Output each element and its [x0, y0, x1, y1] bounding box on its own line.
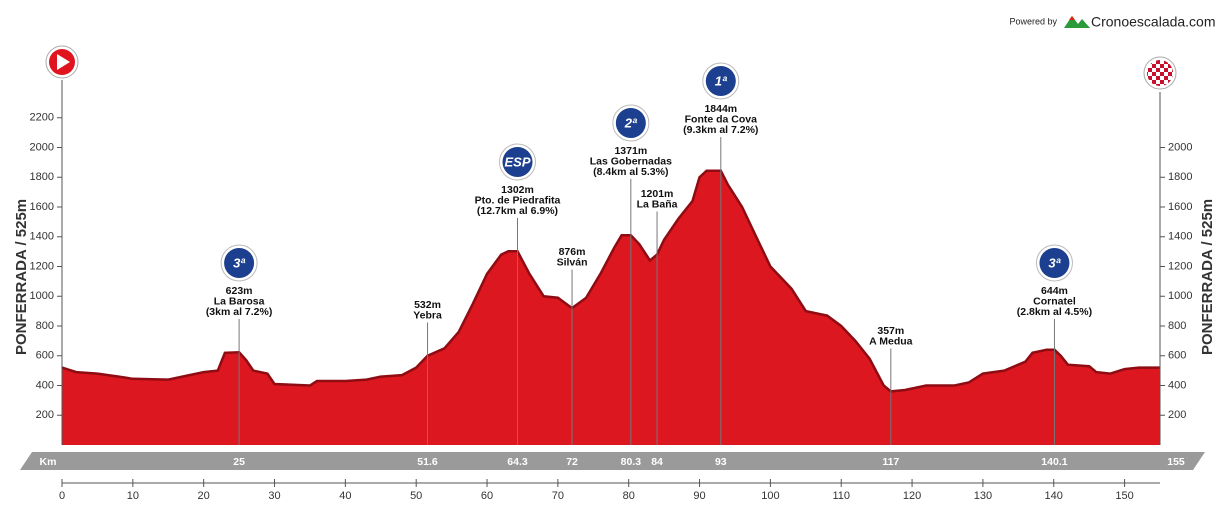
- badge: [224, 248, 255, 278]
- annotation-text: 1302m: [501, 184, 534, 196]
- source-logo: [1064, 16, 1090, 28]
- y2-tick-label: 1200: [1168, 260, 1192, 272]
- source-logo-peak: [1069, 16, 1075, 20]
- annotation-text: La Baña: [637, 198, 678, 210]
- annotation-text: A Medua: [869, 335, 913, 347]
- source-label: Powered by: [1009, 16, 1057, 26]
- x-tick-label: 50: [410, 490, 422, 502]
- km-label: 72: [566, 456, 578, 468]
- annotation-text: Las Gobernadas: [590, 155, 672, 167]
- x-tick-label: 110: [832, 490, 850, 502]
- y2-axis-label: PONFERRADA / 525m: [1199, 199, 1216, 355]
- x-tick-label: 40: [339, 490, 351, 502]
- annotation-text: 876m: [559, 246, 586, 258]
- km-band-label: Km: [40, 456, 57, 468]
- x-tick-label: 150: [1115, 490, 1133, 502]
- annotation-text: 532m: [414, 299, 441, 311]
- y2-tick-label: 600: [1168, 350, 1186, 362]
- y2-tick-label: 1600: [1168, 201, 1192, 213]
- badge-label: ESP: [504, 154, 530, 169]
- y2-tick-label: 800: [1168, 320, 1186, 332]
- annotation-text: (9.3km al 7.2%): [683, 124, 758, 136]
- badge-label: 2ª: [624, 115, 638, 130]
- x-tick-label: 20: [198, 490, 210, 502]
- km-label: 117: [882, 456, 899, 468]
- annotation-text: 623m: [226, 285, 253, 297]
- y2-tick-label: 2000: [1168, 141, 1192, 153]
- y2-tick-label: 200: [1168, 409, 1186, 421]
- badge: [1039, 248, 1070, 278]
- profile-area: [62, 170, 1160, 445]
- annotation-text: Yebra: [413, 309, 442, 321]
- y-tick-label: 1200: [30, 260, 54, 272]
- x-tick-label: 10: [127, 490, 139, 502]
- finish-icon: [1143, 56, 1177, 90]
- y-tick-label: 2200: [30, 112, 54, 124]
- y-tick-label: 1000: [30, 290, 54, 302]
- y2-tick-label: 1400: [1168, 231, 1192, 243]
- x-tick-label: 80: [623, 490, 635, 502]
- badge-label: 3ª: [1048, 255, 1061, 270]
- y-tick-label: 600: [36, 350, 54, 362]
- y-tick-label: 800: [36, 320, 54, 332]
- annotation-text: (12.7km al 6.9%): [477, 205, 558, 217]
- x-tick-label: 70: [552, 490, 564, 502]
- badge: [502, 147, 533, 177]
- km-label: 84: [651, 456, 663, 468]
- km-label: 51.6: [417, 456, 438, 468]
- x-tick-label: 0: [59, 490, 65, 502]
- x-tick-label: 130: [974, 490, 992, 502]
- start-icon: [45, 45, 79, 79]
- y-tick-label: 400: [36, 379, 54, 391]
- x-tick-label: 140: [1045, 490, 1063, 502]
- y2-tick-label: 1000: [1168, 290, 1192, 302]
- y2-tick-label: 400: [1168, 379, 1186, 391]
- y-tick-label: 1400: [30, 231, 54, 243]
- annotation-text: Fonte da Cova: [685, 113, 758, 125]
- finish-km: 155: [1167, 456, 1185, 468]
- badge: [615, 108, 646, 138]
- annotation-text: 1201m: [641, 188, 674, 200]
- annotation-text: Cornatel: [1033, 295, 1076, 307]
- x-tick-label: 100: [761, 490, 779, 502]
- annotation-text: 644m: [1041, 285, 1068, 297]
- annotation-text: (8.4km al 5.3%): [593, 166, 668, 178]
- km-label: 80.3: [621, 456, 642, 468]
- x-tick-label: 60: [481, 490, 493, 502]
- badge-label: 3ª: [233, 255, 246, 270]
- profile-line: [61, 169, 1160, 393]
- km-label: 140.1: [1041, 456, 1067, 468]
- km-label: 25: [233, 456, 245, 468]
- y-tick-label: 2000: [30, 141, 54, 153]
- x-tick-label: 90: [693, 490, 705, 502]
- annotation-text: 357m: [877, 325, 904, 337]
- y2-tick-label: 1800: [1168, 171, 1192, 183]
- annotation-text: Silván: [557, 256, 588, 268]
- y-tick-label: 200: [36, 409, 54, 421]
- annotation-text: 1371m: [614, 145, 647, 157]
- km-band: [20, 452, 1205, 470]
- y-axis-label: PONFERRADA / 525m: [13, 199, 30, 355]
- x-tick-label: 120: [903, 490, 921, 502]
- badge-label: 1ª: [715, 73, 728, 88]
- km-label: 93: [715, 456, 727, 468]
- badge: [705, 66, 736, 96]
- x-tick-label: 30: [268, 490, 280, 502]
- annotation-text: 1844m: [704, 103, 737, 115]
- km-label: 64.3: [507, 456, 528, 468]
- y-tick-label: 1800: [30, 171, 54, 183]
- annotation-text: (2.8km al 4.5%): [1017, 306, 1092, 318]
- annotation-text: (3km al 7.2%): [206, 306, 273, 318]
- annotation-text: Pto. de Piedrafita: [475, 194, 561, 206]
- y-tick-label: 1600: [30, 201, 54, 213]
- source: Cronoescalada.com: [1091, 14, 1216, 30]
- annotation-text: La Barosa: [214, 295, 265, 307]
